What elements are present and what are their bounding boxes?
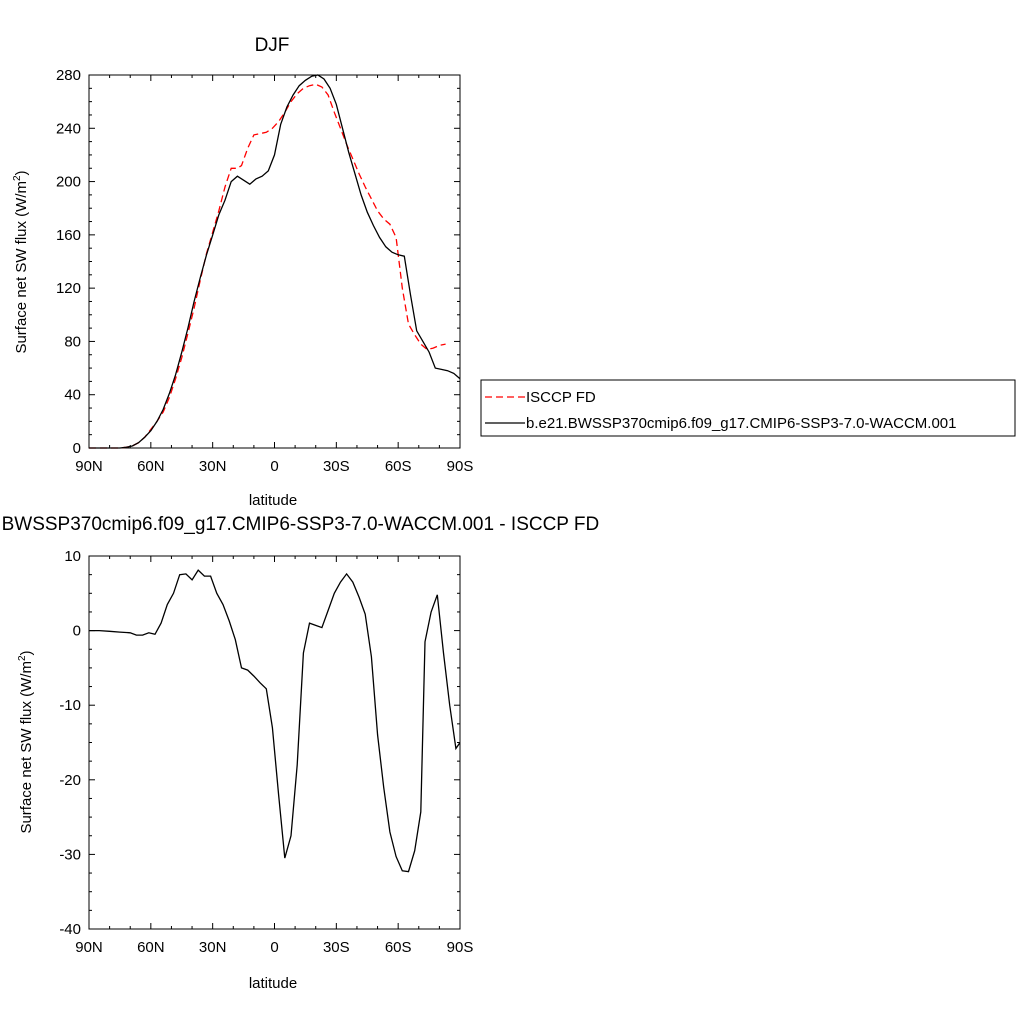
top-plot-frame	[88, 74, 461, 449]
legend-label-isccp: ISCCP FD	[526, 389, 596, 406]
top-x-tick-label: 90N	[75, 458, 103, 475]
top-y-axis-label-superscript: 2	[12, 175, 23, 181]
bottom-x-tick-label: 0	[270, 939, 278, 956]
bottom-y-axis-label-main: Surface net SW flux (W/m	[18, 661, 35, 834]
bottom-y-tick-label: 10	[64, 548, 81, 565]
bottom-x-tick-label: 90N	[75, 939, 103, 956]
top-series-lines	[89, 74, 460, 449]
bottom-y-tick-label: -10	[59, 697, 81, 714]
bottom-chart-title: b.e21.BWSSP370cmip6.f09_g17.CMIP6-SSP3-7…	[0, 514, 599, 535]
top-x-axis-label: latitude	[249, 492, 297, 509]
legend-box	[480, 379, 1016, 437]
top-y-tick-label: 120	[56, 280, 81, 297]
bottom-y-tick-label: -40	[59, 921, 81, 938]
bottom-series-lines	[89, 569, 460, 873]
top-x-tick-label: 90S	[447, 458, 474, 475]
bottom-x-tick-label: 90S	[447, 939, 474, 956]
top-x-tick-label: 0	[270, 458, 278, 475]
top-y-tick-label: 0	[73, 440, 81, 457]
bottom-y-tick-label: -30	[59, 846, 81, 863]
bottom-y-axis-label-close: )	[18, 650, 35, 655]
top-y-axis-label-main: Surface net SW flux (W/m	[13, 181, 30, 354]
bottom-y-axis-label-superscript: 2	[17, 655, 28, 661]
top-y-tick-label: 40	[64, 387, 81, 404]
top-y-tick-label: 80	[64, 333, 81, 350]
bottom-axis-ticks: 90N 60N 30N 0 30S 60S 90S -40 -30 -20 -10 0 10	[59, 548, 473, 956]
top-x-tick-label: 60S	[385, 458, 412, 475]
top-y-tick-label: 160	[56, 227, 81, 244]
top-y-tick-label: 280	[56, 67, 81, 84]
bottom-panel: b.e21.BWSSP370cmip6.f09_g17.CMIP6-SSP3-7…	[0, 514, 599, 992]
bottom-y-tick-label: 0	[73, 623, 81, 640]
top-panel: DJF 90N 60N 30N 0 30S 60S 90S 0 40 80 120 160 200 240…	[12, 35, 473, 509]
legend: ISCCP FD b.e21.BWSSP370cmip6.f09_g17.CMI…	[480, 379, 1016, 437]
top-y-tick-label: 240	[56, 120, 81, 137]
bottom-series-line-0	[89, 569, 460, 873]
top-series-line-0	[89, 83, 446, 449]
top-axis-ticks: 90N 60N 30N 0 30S 60S 90S 0 40 80 120 160 200 240 280	[56, 67, 473, 475]
bottom-x-tick-label: 60S	[385, 939, 412, 956]
bottom-y-tick-label: -20	[59, 772, 81, 789]
bottom-x-tick-label: 30S	[323, 939, 350, 956]
bottom-x-tick-label: 60N	[137, 939, 165, 956]
top-y-axis-label-close: )	[13, 170, 30, 175]
top-y-axis-label: Surface net SW flux (W/m2)	[12, 170, 30, 353]
top-x-tick-label: 30N	[199, 458, 227, 475]
bottom-x-axis-label: latitude	[249, 975, 297, 992]
legend-label-model: b.e21.BWSSP370cmip6.f09_g17.CMIP6-SSP3-7…	[526, 415, 956, 432]
bottom-plot-frame	[88, 555, 461, 930]
bottom-y-axis-label: Surface net SW flux (W/m2)	[17, 650, 35, 833]
top-x-tick-label: 60N	[137, 458, 165, 475]
top-y-tick-label: 200	[56, 174, 81, 191]
bottom-x-tick-label: 30N	[199, 939, 227, 956]
top-series-line-1	[89, 74, 460, 449]
top-chart-title: DJF	[255, 35, 290, 56]
top-x-tick-label: 30S	[323, 458, 350, 475]
